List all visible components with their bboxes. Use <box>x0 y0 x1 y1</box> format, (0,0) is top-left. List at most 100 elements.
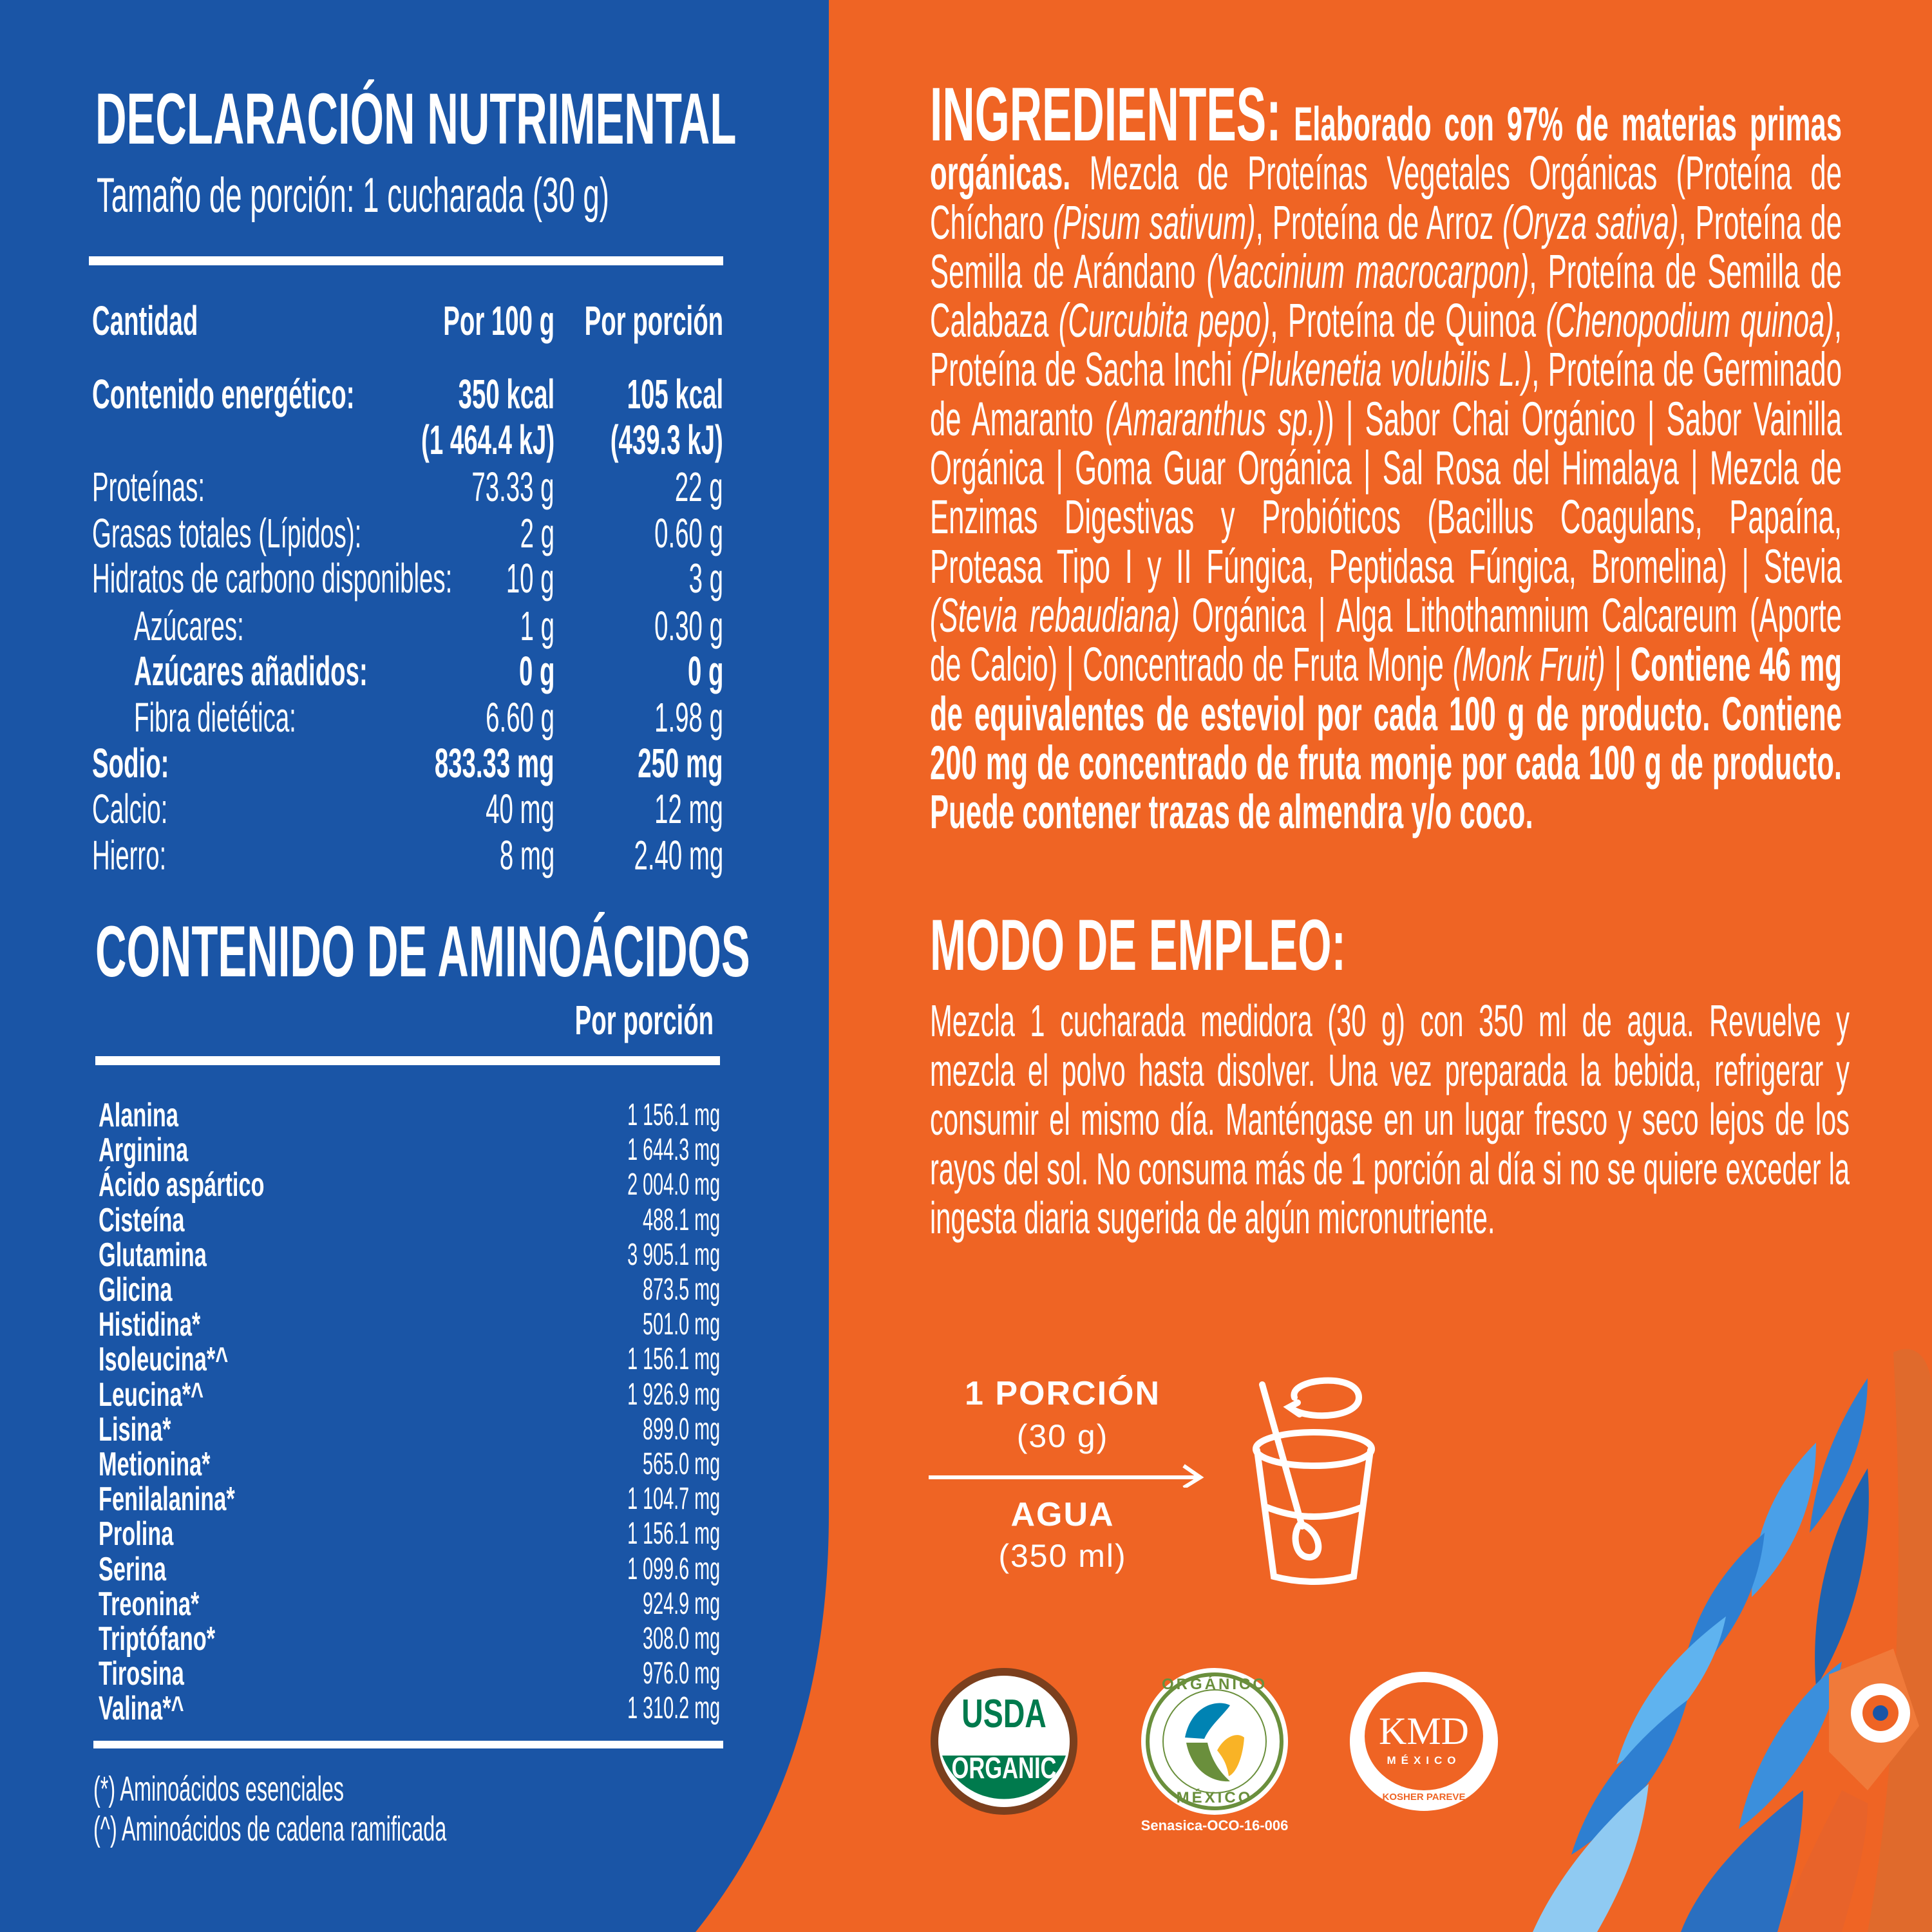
nutrient-label: Proteínas: <box>92 464 205 510</box>
aminoacid-value: 3 905.1 mg <box>627 1237 720 1272</box>
aminoacid-name: Arginina <box>99 1132 189 1170</box>
ingredients-segment: Contiene 46 mg de equivalentes de estevi… <box>930 638 1842 839</box>
nutrient-per-serving: 0.60 g <box>654 510 723 556</box>
aminoacid-name: Prolina <box>99 1515 174 1553</box>
aminoacid-name: Treonina* <box>99 1585 200 1623</box>
ingredients-segment: , Proteína de Germinado de Amaranto <box>930 343 1842 446</box>
nutrient-per-100g: 2 g <box>520 510 554 556</box>
aminoacid-value: 1 156.1 mg <box>627 1098 720 1132</box>
divider <box>93 1741 723 1748</box>
ingredients-segment: , Proteína de Quinoa <box>1270 294 1546 348</box>
organic-text: ORGANIC <box>951 1751 1057 1785</box>
nutrient-per-100g: 40 mg <box>486 786 554 832</box>
ingredients-segment: , Proteína de Arroz <box>1255 195 1502 249</box>
nutrient-per-serving: 0 g <box>687 648 723 694</box>
nutrient-per-serving: 250 mg <box>638 740 723 786</box>
nutrient-per-100g: 10 g <box>506 555 554 601</box>
footnote-essential: (*) Aminoácidos esenciales <box>93 1770 344 1808</box>
ingredients-segment: (Plukenetia volubilis L.) <box>1240 343 1532 397</box>
water-amount: (350 ml) <box>998 1538 1127 1574</box>
aminoacid-value: 1 156.1 mg <box>627 1342 720 1377</box>
ingredients-segment: (Vaccinium macrocarpon) <box>1206 244 1530 298</box>
mexico-text: MÉXICO <box>1176 1789 1253 1806</box>
nutrient-per-100g: 8 mg <box>499 832 554 878</box>
usage-title: MODO DE EMPLEO: <box>930 905 1346 985</box>
ingredients-segment: Elaborado con 97% de materias primas org… <box>930 97 1842 200</box>
aminoacid-name: Alanina <box>99 1097 178 1134</box>
usda-organic-seal: USDA ORGANIC <box>928 1665 1080 1817</box>
serving-size: Tamaño de porción: 1 cucharada (30 g) <box>97 168 609 223</box>
nutrient-label: Azúcares añadidos: <box>134 648 368 694</box>
aminoacid-name: Fenilalanina* <box>99 1481 235 1519</box>
ingredients-segment: (Oryza sativa) <box>1502 195 1679 249</box>
footnote-branched: (^) Aminoácidos de cadena ramificada <box>93 1810 447 1848</box>
aminoacid-value: 1 310.2 mg <box>627 1691 720 1726</box>
nutrient-label: Calcio: <box>92 786 168 832</box>
header-quantity: Cantidad <box>92 298 198 344</box>
ingredients-segment: (Curcubita pepo) <box>1058 294 1271 348</box>
aminoacid-value: 488.1 mg <box>642 1202 720 1237</box>
nutrient-per-100g: 350 kcal <box>458 371 554 417</box>
ingredients-paragraph: INGREDIENTES: Elaborado con 97% de mater… <box>930 77 1842 839</box>
aminoacid-name: Triptófano* <box>99 1620 216 1658</box>
aminoacid-name: Leucina*^ <box>99 1376 204 1414</box>
ingredients-segment: , Proteína de Semilla de Arándano <box>930 195 1842 298</box>
aminoacid-value: 308.0 mg <box>642 1622 720 1656</box>
aminoacid-name: Glicina <box>99 1271 173 1309</box>
usda-text: USDA <box>961 1692 1046 1736</box>
aminoacid-value: 1 099.6 mg <box>627 1551 720 1586</box>
kosher-pareve-text: KOSHER PAREVE <box>1382 1792 1466 1803</box>
header-per-100g: Por 100 g <box>443 298 554 344</box>
nutrient-label: Azúcares: <box>134 603 244 649</box>
nutrient-per-100g: 73.33 g <box>471 464 554 510</box>
nutrient-per-100g: (1 464.4 kJ) <box>421 417 554 463</box>
ingredients-segment: (Stevia rebaudiana) <box>930 588 1180 642</box>
aminoacid-name: Metionina* <box>99 1446 211 1483</box>
ingredients-title: INGREDIENTES: <box>930 72 1282 157</box>
nutrient-per-serving: 2.40 mg <box>634 832 723 878</box>
divider <box>95 1056 720 1065</box>
ingredients-segment: (Pisum sativum) <box>1053 195 1256 249</box>
aminoacid-value: 1 926.9 mg <box>627 1377 720 1412</box>
aminoacid-value: 924.9 mg <box>642 1586 720 1621</box>
aminoacid-value: 899.0 mg <box>642 1412 720 1446</box>
nutrient-label: Contenido energético: <box>92 371 355 417</box>
nutrient-per-serving: 12 mg <box>654 786 723 832</box>
aminoacid-value: 1 104.7 mg <box>627 1482 720 1517</box>
ingredients-segment: , Proteína de Semilla de Calabaza <box>930 244 1842 348</box>
aminoacids-column-header: Por porción <box>574 997 714 1043</box>
aminoacid-value: 1 644.3 mg <box>627 1133 720 1168</box>
nutrient-per-100g: 0 g <box>518 648 554 694</box>
nutrient-per-serving: 22 g <box>675 464 723 510</box>
aminoacid-value: 2 004.0 mg <box>627 1168 720 1202</box>
arrow-icon <box>929 1464 1204 1488</box>
ingredients-segment: (Chenopodium quinoa) <box>1546 294 1834 348</box>
aminoacids-title: CONTENIDO DE AMINOÁCIDOS <box>95 911 750 992</box>
aminoacid-value: 976.0 mg <box>642 1656 720 1691</box>
nutrient-label: Grasas totales (Lípidos): <box>92 510 362 556</box>
nutrient-per-serving: 0.30 g <box>654 603 723 649</box>
aminoacid-value: 873.5 mg <box>642 1273 720 1307</box>
aminoacid-name: Lisina* <box>99 1410 171 1448</box>
ingredients-segment: Orgánica | Alga Lithothamnium Calcareum … <box>930 588 1842 692</box>
nutrition-title: DECLARACIÓN NUTRIMENTAL <box>95 79 737 159</box>
senasica-code: Senasica-OCO-16-006 <box>1141 1817 1289 1833</box>
nutrient-per-100g: 833.33 mg <box>435 740 554 786</box>
nutrient-per-serving: 3 g <box>688 555 723 601</box>
aminoacid-value: 1 156.1 mg <box>627 1517 720 1551</box>
organico-text: ORGÁNICO <box>1162 1676 1267 1693</box>
ingredients-segment: (Amaranthus sp.) <box>1105 392 1325 446</box>
nutrient-per-serving: (439.3 kJ) <box>610 417 723 463</box>
nutrient-label: Sodio: <box>92 740 169 786</box>
aminoacid-name: Valina*^ <box>99 1690 184 1728</box>
kmd-mexico-text: MÉXICO <box>1387 1754 1461 1766</box>
nutrient-label: Hierro: <box>92 832 167 878</box>
nutrient-per-serving: 1.98 g <box>654 694 723 741</box>
portion-amount: (30 g) <box>1016 1418 1109 1454</box>
ingredients-segment: ) | Sabor Chai Orgánico | Sabor Vainilla… <box>930 392 1842 593</box>
portion-label: 1 PORCIÓN <box>964 1375 1161 1412</box>
water-label: AGUA <box>1010 1496 1115 1533</box>
divider <box>89 256 723 265</box>
bird-illustration <box>1533 1349 1932 1932</box>
